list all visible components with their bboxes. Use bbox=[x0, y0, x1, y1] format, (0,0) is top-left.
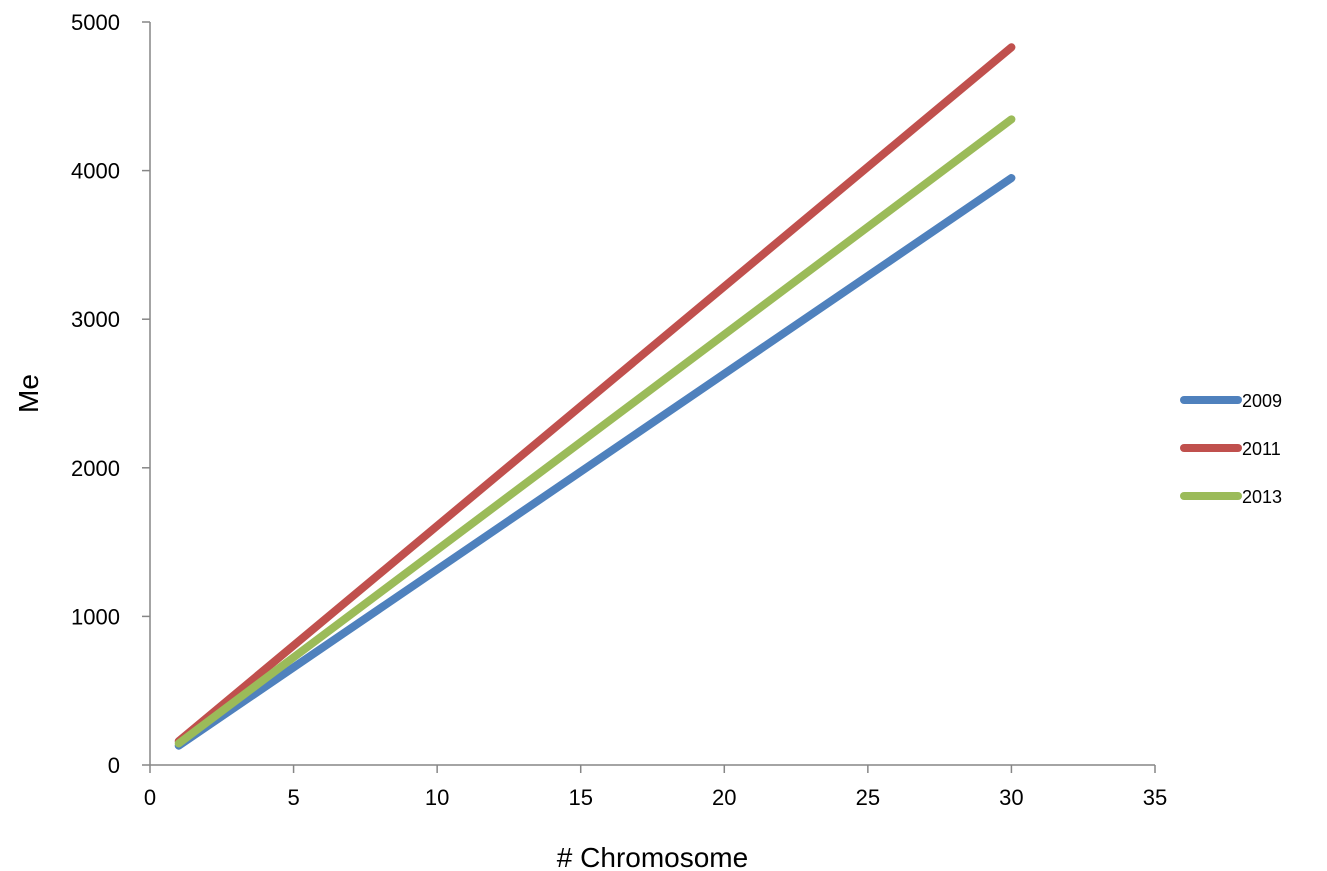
x-tick-label: 30 bbox=[999, 785, 1023, 810]
axes bbox=[149, 22, 1155, 766]
series-line-2013 bbox=[174, 115, 1016, 748]
y-axis-ticks: 0 1000 2000 3000 4000 5000 bbox=[71, 10, 150, 778]
series-lines bbox=[174, 43, 1016, 750]
y-tick-label: 4000 bbox=[71, 159, 120, 184]
x-tick-label: 0 bbox=[144, 785, 156, 810]
legend-label-2009: 2009 bbox=[1242, 391, 1282, 411]
x-tick-label: 10 bbox=[425, 785, 449, 810]
legend-label-2011: 2011 bbox=[1242, 439, 1281, 459]
x-axis-title: # Chromosome bbox=[557, 842, 748, 871]
series-line-2009 bbox=[174, 174, 1016, 750]
y-tick-label: 1000 bbox=[71, 604, 120, 629]
x-tick-label: 15 bbox=[568, 785, 592, 810]
y-tick-label: 0 bbox=[108, 753, 120, 778]
x-tick-label: 35 bbox=[1143, 785, 1167, 810]
y-tick-label: 3000 bbox=[71, 307, 120, 332]
y-axis-title: Me bbox=[13, 374, 44, 413]
y-tick-label: 2000 bbox=[71, 456, 120, 481]
x-tick-label: 20 bbox=[712, 785, 736, 810]
x-axis-ticks: 0 5 10 15 20 25 30 35 bbox=[144, 765, 1167, 810]
x-tick-label: 25 bbox=[856, 785, 880, 810]
y-tick-label: 5000 bbox=[71, 10, 120, 35]
x-tick-label: 5 bbox=[287, 785, 299, 810]
series-line-2011 bbox=[174, 43, 1016, 746]
legend-label-2013: 2013 bbox=[1242, 487, 1282, 507]
legend: 2009 2011 2013 bbox=[1180, 391, 1282, 507]
